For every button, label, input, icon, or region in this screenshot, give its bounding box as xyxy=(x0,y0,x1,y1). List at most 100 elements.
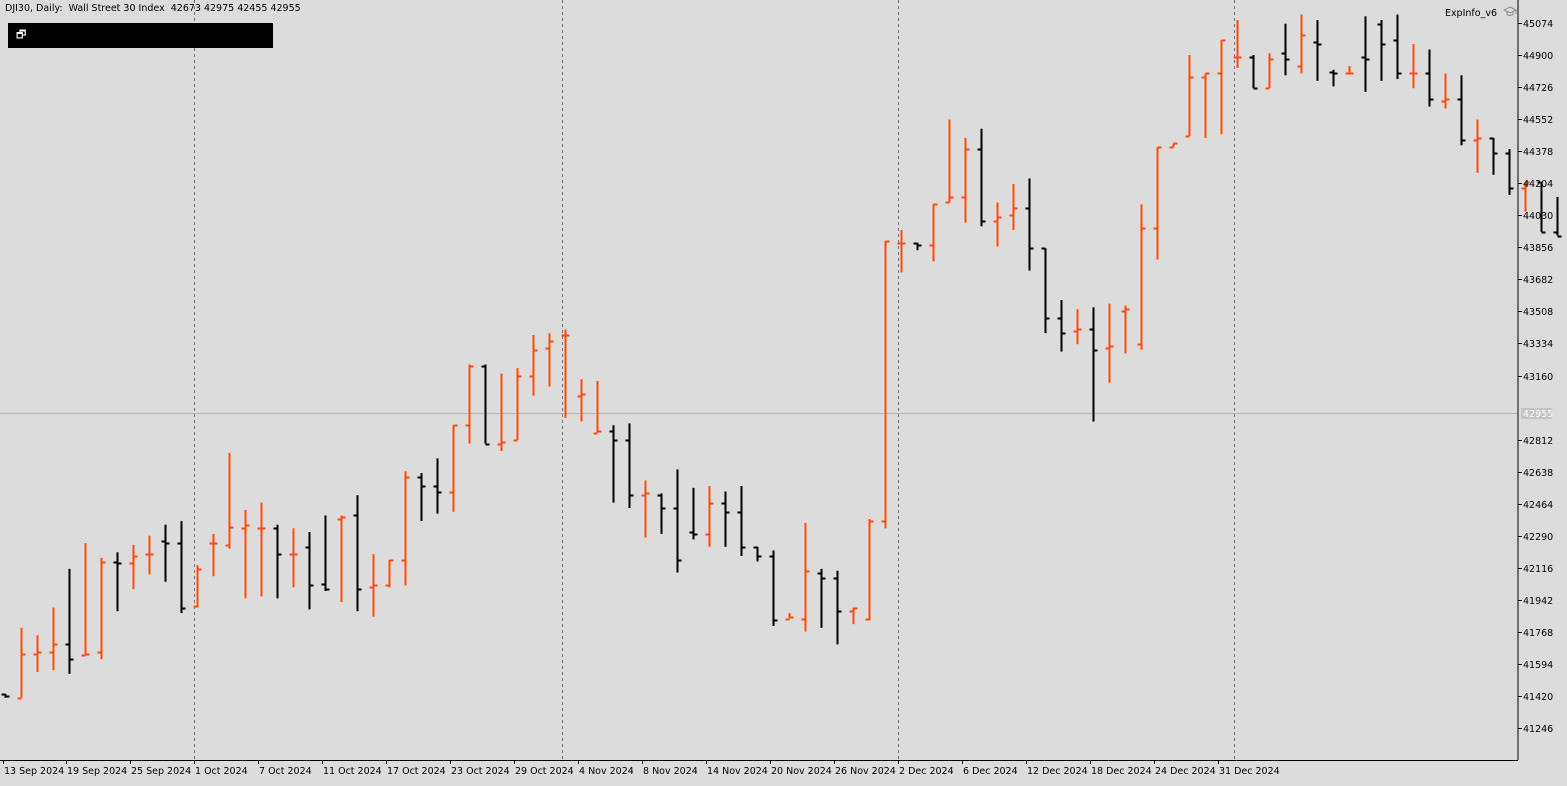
y-tick-label: 41768 xyxy=(1523,628,1553,639)
ohlc-bar xyxy=(754,547,762,562)
y-tick-label: 44726 xyxy=(1523,83,1553,94)
ohlc-bar xyxy=(850,608,858,625)
ohlc-bar xyxy=(18,628,26,699)
info-panel[interactable]: 🗗 xyxy=(8,23,273,48)
current-price-label: 42955 xyxy=(1523,409,1553,420)
ohlc-bar xyxy=(226,453,234,549)
ohlc-bar xyxy=(338,515,346,602)
x-tick-label: 23 Oct 2024 xyxy=(451,766,510,777)
ohlc-bar xyxy=(1474,120,1482,173)
ohlc-bar xyxy=(178,521,186,613)
ohlc-bar xyxy=(722,492,730,547)
x-tick-label: 8 Nov 2024 xyxy=(643,766,698,777)
ohlc-bar xyxy=(962,138,970,223)
y-tick-label: 42290 xyxy=(1523,532,1553,543)
x-tick-label: 31 Dec 2024 xyxy=(1219,766,1280,777)
x-tick-label: 14 Nov 2024 xyxy=(707,766,768,777)
axes: 4507444900447264455244378442044403043856… xyxy=(0,0,1553,777)
ohlc-bar xyxy=(1138,204,1146,349)
ohlc-bar xyxy=(1186,55,1194,136)
y-tick-label: 44030 xyxy=(1523,211,1553,222)
ohlc-bar xyxy=(1442,73,1450,108)
ohlc-bar xyxy=(578,379,586,421)
ohlc-bar xyxy=(674,469,682,572)
ohlc-bar xyxy=(818,569,826,628)
x-tick-label: 29 Oct 2024 xyxy=(515,766,574,777)
ohlc-bar xyxy=(306,532,314,609)
ohlc-bar xyxy=(1090,307,1098,421)
ohlc-bar xyxy=(1058,300,1066,352)
ohlc-bar xyxy=(386,560,394,588)
ohlc-bar xyxy=(402,471,410,585)
ohlc-bar xyxy=(50,608,58,671)
ohlc-bar xyxy=(786,613,794,619)
y-tick-label: 42116 xyxy=(1523,564,1553,575)
ohlc-bar xyxy=(1170,143,1178,147)
ohlc-bar xyxy=(82,543,90,655)
ohlc-bar xyxy=(626,423,634,508)
ohlc-bar xyxy=(290,528,298,587)
ohlc-bar xyxy=(1074,309,1082,344)
ohlc-bar xyxy=(370,554,378,617)
x-tick-label: 6 Dec 2024 xyxy=(963,766,1018,777)
ohlc-bar xyxy=(1346,66,1354,73)
ohlc-bar xyxy=(418,473,426,521)
ohlc-bar xyxy=(1378,20,1386,81)
ohlc-bar xyxy=(1554,197,1562,237)
ohlc-bar xyxy=(1298,15,1306,74)
window-restore-icon[interactable]: 🗗 xyxy=(16,29,28,41)
ohlc-bar xyxy=(1362,16,1370,92)
ohlc-bar xyxy=(914,243,922,250)
ohlc-bar xyxy=(66,569,74,674)
ohlc-bar xyxy=(882,241,890,528)
ohlc-bar xyxy=(930,204,938,261)
ohlc-bar xyxy=(98,558,106,659)
ohlc-bar xyxy=(866,519,874,620)
ohlc-bar xyxy=(210,534,218,576)
ohlc-bar xyxy=(834,571,842,645)
ohlc-bar xyxy=(946,120,954,203)
ohlc-bar xyxy=(706,486,714,547)
ohlc-bar xyxy=(1154,147,1162,259)
x-tick-label: 19 Sep 2024 xyxy=(67,766,127,777)
ohlc-bar xyxy=(498,374,506,451)
ohlc-bar xyxy=(242,510,250,598)
ohlc-bar xyxy=(642,480,650,537)
y-tick-label: 43682 xyxy=(1523,275,1553,286)
ohlc-bar xyxy=(690,488,698,540)
y-tick-label: 41594 xyxy=(1523,660,1553,671)
graduation-cap-icon[interactable] xyxy=(1503,6,1517,18)
x-tick-label: 20 Nov 2024 xyxy=(771,766,832,777)
ohlc-bar xyxy=(978,129,986,227)
ohlc-bar xyxy=(1410,44,1418,88)
ohlc-bar xyxy=(1010,184,1018,230)
ohlc-bar xyxy=(466,364,474,443)
y-tick-label: 45074 xyxy=(1523,19,1553,30)
ohlc-bar xyxy=(1106,304,1114,383)
y-tick-label: 41942 xyxy=(1523,596,1553,607)
ohlc-bar xyxy=(514,368,522,440)
ohlc-bar xyxy=(594,381,602,433)
x-tick-label: 25 Sep 2024 xyxy=(131,766,191,777)
ohlc-bar xyxy=(34,635,42,672)
ohlc-bar xyxy=(434,458,442,513)
ohlc-bar xyxy=(1202,73,1210,137)
y-tick-label: 44900 xyxy=(1523,51,1553,62)
x-tick-label: 1 Oct 2024 xyxy=(195,766,248,777)
x-tick-label: 11 Oct 2024 xyxy=(323,766,382,777)
y-tick-label: 43160 xyxy=(1523,372,1553,383)
ohlc-bar xyxy=(146,536,154,575)
ohlc-bar xyxy=(1490,138,1498,175)
indicator-label: ExpInfo_v6 xyxy=(1445,8,1497,19)
y-tick-label: 42464 xyxy=(1523,500,1553,511)
ohlc-bar xyxy=(1042,248,1050,333)
ohlc-bar xyxy=(162,525,170,582)
ohlc-bar xyxy=(482,364,490,444)
grid-layer xyxy=(0,0,1518,760)
x-tick-label: 18 Dec 2024 xyxy=(1091,766,1152,777)
x-tick-label: 13 Sep 2024 xyxy=(4,766,64,777)
ohlc-bar xyxy=(770,550,778,626)
chart-title: DJI30, Daily: Wall Street 30 Index 42673… xyxy=(5,3,301,14)
